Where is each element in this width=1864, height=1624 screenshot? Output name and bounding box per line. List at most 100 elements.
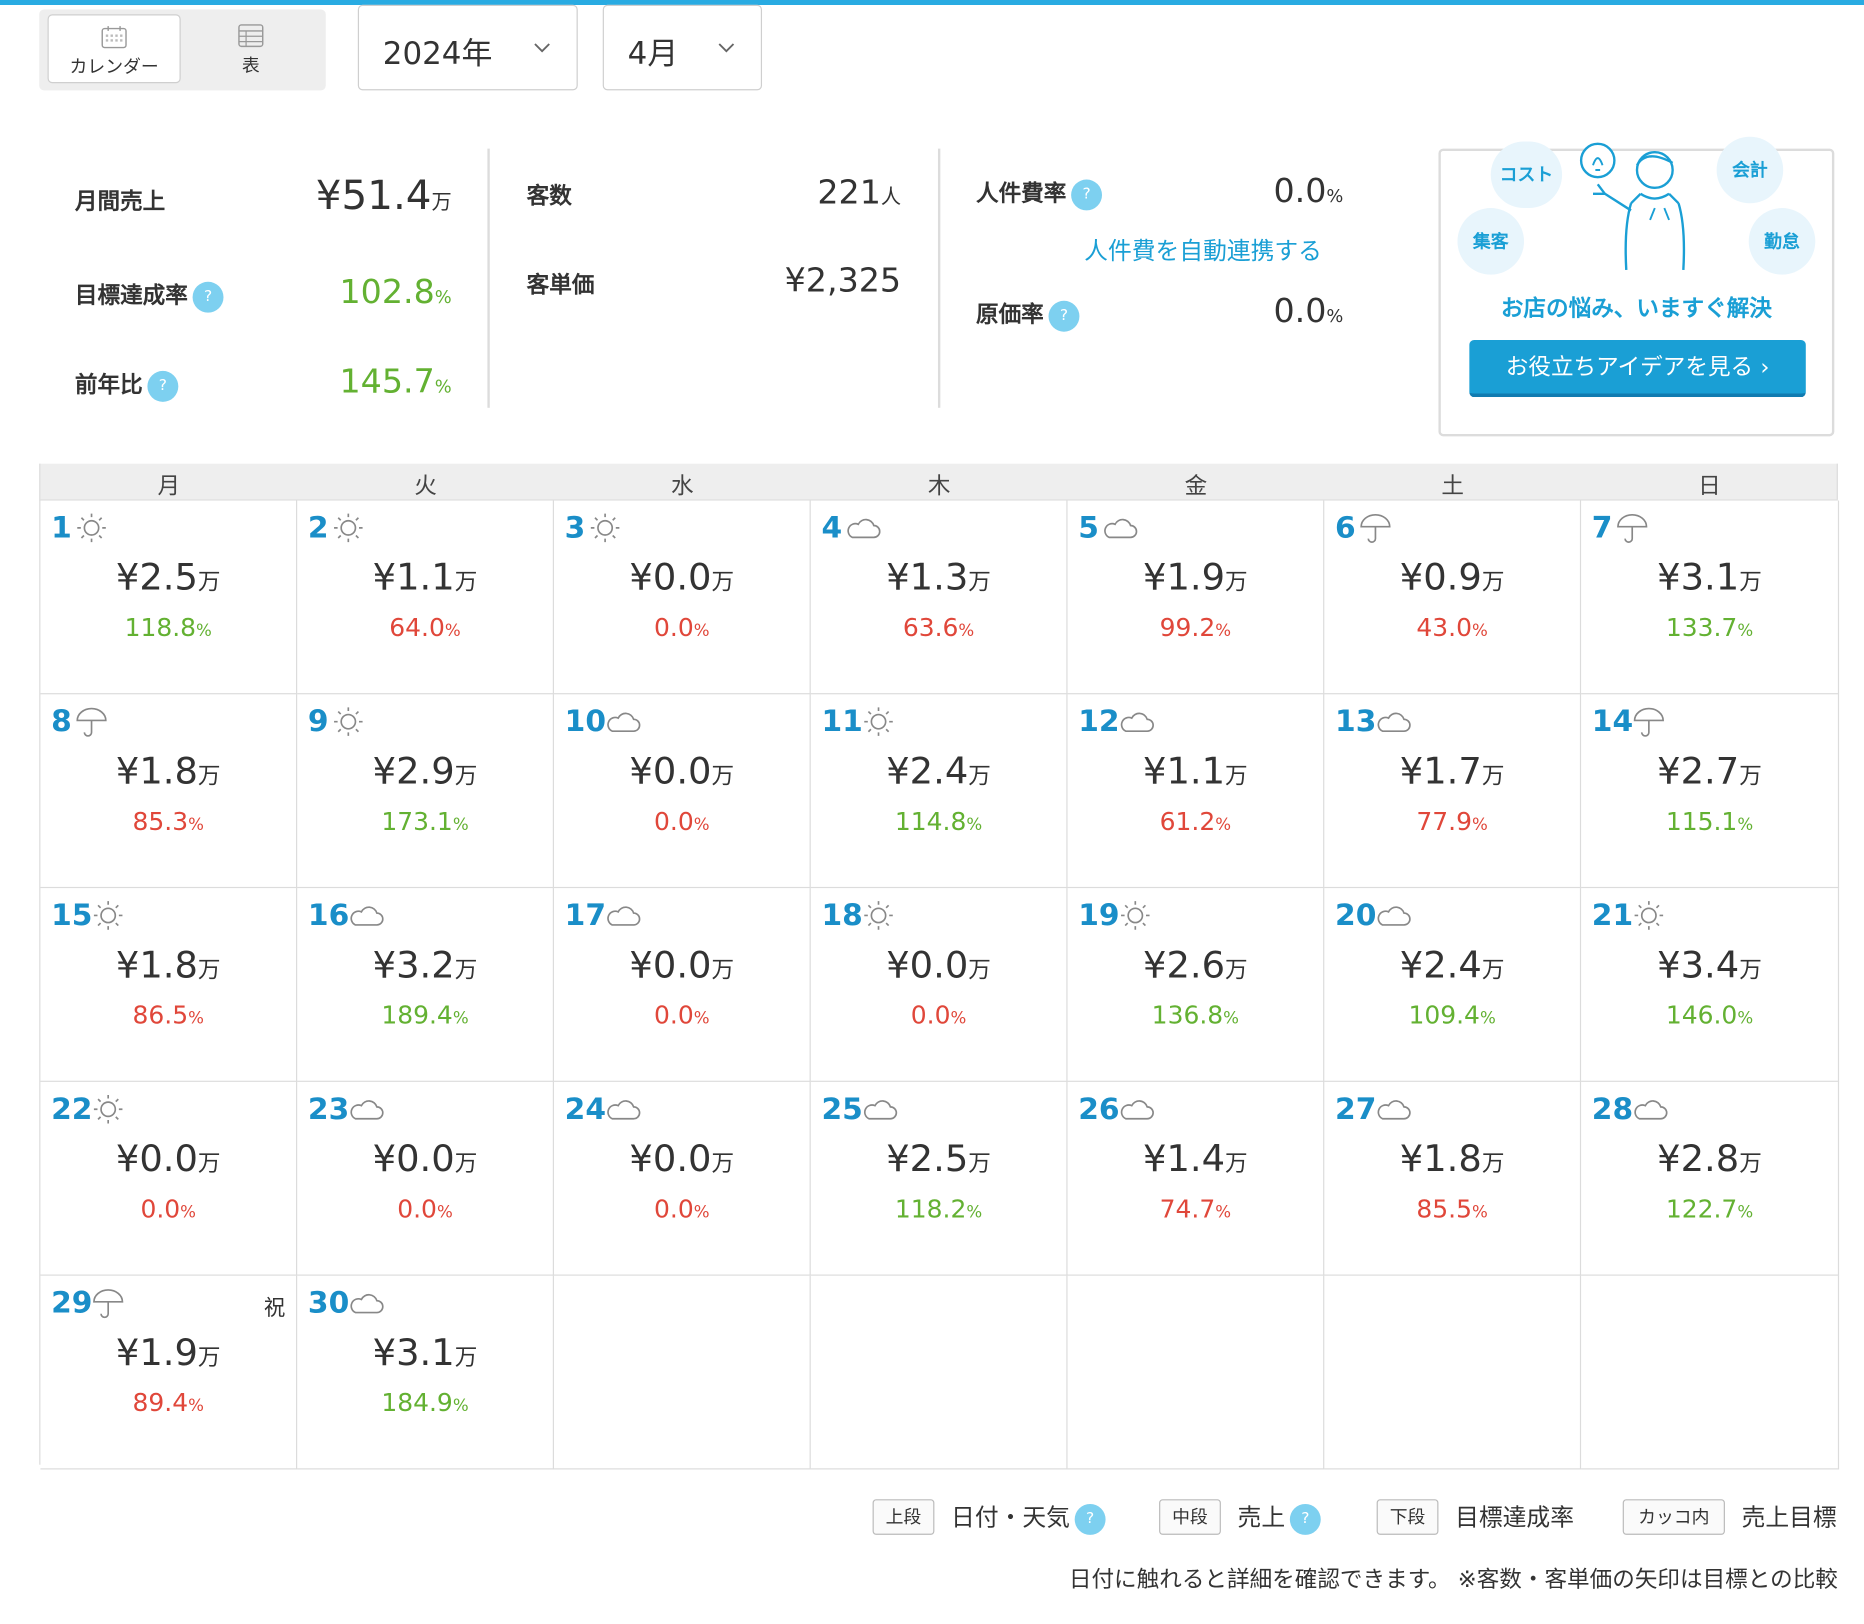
day-rate-number: 0.0 — [654, 1194, 694, 1224]
chevron-down-icon — [718, 43, 735, 53]
day-target-rate: 89.4% — [40, 1389, 296, 1418]
calendar-day-cell[interactable]: 3 ¥0.0万 0.0% — [553, 500, 811, 695]
day-number: 8 — [51, 703, 72, 739]
day-target-rate: 85.3% — [40, 807, 296, 836]
calendar-day-cell[interactable]: 29 祝 ¥1.9万 89.4% — [40, 1275, 298, 1470]
monthly-sales-amount: ¥51.4 — [315, 172, 432, 220]
help-icon[interactable]: ? — [1074, 1503, 1106, 1535]
help-icon[interactable]: ? — [1289, 1503, 1321, 1535]
day-target-rate: 136.8% — [1068, 1001, 1324, 1030]
cost-rate-label: 原価率? — [976, 297, 1080, 332]
day-rate-unit: % — [693, 1203, 710, 1223]
day-rate-unit: % — [188, 1009, 204, 1029]
day-number: 4 — [821, 510, 843, 545]
table-view-button[interactable]: 表 — [184, 14, 317, 83]
labor-auto-link[interactable]: 人件費を自動連携する — [1084, 236, 1322, 266]
legend-top-label: 日付・天気 — [951, 1502, 1070, 1532]
calendar-day-cell[interactable]: 15 ¥1.8万 86.5% — [40, 888, 298, 1082]
legend-tag-paren: カッコ内 — [1622, 1499, 1725, 1535]
cloud-icon — [607, 712, 641, 733]
day-rate-unit: % — [452, 815, 469, 835]
day-target-rate: 0.0% — [554, 1001, 810, 1030]
calendar-day-cell[interactable]: 21 ¥3.4万 146.0% — [1581, 888, 1840, 1082]
day-number: 27 — [1335, 1091, 1377, 1126]
day-sales-amount: ¥1.8 — [1399, 1137, 1482, 1181]
calendar-day-cell[interactable]: 30 ¥3.1万 184.9% — [297, 1275, 554, 1470]
calendar-day-cell[interactable]: 22 ¥0.0万 0.0% — [40, 1081, 298, 1276]
help-icon[interactable]: ? — [1071, 178, 1103, 210]
calendar-day-cell[interactable]: 28 ¥2.8万 122.7% — [1581, 1081, 1840, 1276]
day-sales: ¥2.8万 — [1581, 1138, 1838, 1181]
day-sales: ¥3.1万 — [297, 1332, 553, 1375]
day-rate-unit: % — [1215, 815, 1232, 835]
day-rate-number: 189.4 — [381, 1001, 453, 1030]
calendar-day-cell[interactable]: 13 ¥1.7万 77.9% — [1324, 694, 1582, 889]
calendar-day-cell[interactable]: 27 ¥1.8万 85.5% — [1324, 1081, 1582, 1276]
calendar-day-cell[interactable]: 5 ¥1.9万 99.2% — [1067, 500, 1325, 695]
help-icon[interactable]: ? — [192, 281, 224, 313]
day-sales-unit: 万 — [968, 569, 991, 596]
help-icon[interactable]: ? — [147, 370, 179, 402]
calendar-day-cell[interactable]: 18 ¥0.0万 0.0% — [810, 888, 1068, 1082]
calendar-day-cell — [1324, 1275, 1582, 1470]
weekday-tue: 火 — [414, 473, 437, 500]
ideas-button[interactable]: お役立ちアイデアを見る › — [1469, 340, 1806, 398]
calendar-day-cell[interactable]: 16 ¥3.2万 189.4% — [297, 888, 554, 1082]
month-select-value: 4月 — [627, 36, 679, 73]
day-rate-unit: % — [1471, 815, 1488, 835]
calendar-view-button[interactable]: カレンダー — [47, 14, 181, 84]
day-target-rate: 189.4% — [297, 1001, 553, 1030]
table-icon — [238, 24, 264, 48]
calendar-day-cell[interactable]: 11 ¥2.4万 114.8% — [810, 694, 1068, 889]
day-sales-unit: 万 — [1481, 569, 1505, 596]
day-rate-number: 99.2 — [1159, 613, 1216, 643]
day-sales-unit: 万 — [968, 957, 991, 984]
calendar-day-cell[interactable]: 2 ¥1.1万 64.0% — [297, 500, 554, 695]
sun-icon — [864, 707, 893, 736]
calendar-day-cell[interactable]: 8 ¥1.8万 85.3% — [40, 694, 298, 889]
customers-label: 客数 — [526, 183, 572, 210]
sun-icon — [1634, 901, 1664, 930]
legend-tag-mid: 中段 — [1159, 1499, 1221, 1535]
day-rate-unit: % — [693, 815, 710, 835]
target-rate-number: 102.8 — [339, 272, 435, 312]
calendar-day-cell[interactable]: 14 ¥2.7万 115.1% — [1581, 694, 1840, 889]
calendar-day-cell[interactable]: 26 ¥1.4万 74.7% — [1067, 1081, 1325, 1276]
day-sales: ¥0.9万 — [1324, 556, 1580, 599]
day-rate-unit: % — [950, 1009, 967, 1029]
day-rate-unit: % — [436, 1203, 453, 1223]
day-target-rate: 122.7% — [1581, 1195, 1838, 1224]
calendar-day-cell[interactable]: 24 ¥0.0万 0.0% — [553, 1081, 811, 1276]
day-sales: ¥0.0万 — [297, 1138, 553, 1181]
day-rate-unit: % — [966, 815, 983, 835]
day-number: 26 — [1078, 1091, 1120, 1126]
day-target-rate: 61.2% — [1068, 807, 1324, 836]
calendar-day-cell[interactable]: 20 ¥2.4万 109.4% — [1324, 888, 1582, 1082]
day-sales-amount: ¥2.4 — [1399, 943, 1482, 987]
promo-bubble-attendance: 勤怠 — [1748, 208, 1816, 275]
cloud-icon — [847, 518, 881, 539]
calendar-day-cell[interactable]: 10 ¥0.0万 0.0% — [553, 694, 811, 889]
help-icon[interactable]: ? — [1048, 300, 1080, 332]
calendar-day-cell[interactable]: 12 ¥1.1万 61.2% — [1067, 694, 1325, 889]
cost-rate-label-text: 原価率 — [976, 301, 1044, 329]
calendar-day-cell[interactable]: 19 ¥2.6万 136.8% — [1067, 888, 1325, 1082]
calendar-day-cell[interactable]: 1 ¥2.5万 118.8% — [40, 500, 298, 695]
month-select[interactable]: 4月 — [602, 4, 763, 91]
calendar-day-cell[interactable]: 4 ¥1.3万 63.6% — [810, 500, 1068, 695]
day-sales: ¥1.1万 — [1068, 750, 1324, 793]
day-number: 11 — [821, 703, 863, 739]
year-select[interactable]: 2024年 — [357, 4, 578, 91]
day-rate-unit: % — [1471, 1203, 1488, 1223]
day-sales: ¥1.8万 — [1324, 1138, 1580, 1181]
day-sales-unit: 万 — [1481, 763, 1505, 790]
calendar-day-cell[interactable]: 7 ¥3.1万 133.7% — [1581, 500, 1840, 695]
calendar-day-cell[interactable]: 25 ¥2.5万 118.2% — [810, 1081, 1068, 1276]
calendar-day-cell[interactable]: 17 ¥0.0万 0.0% — [553, 888, 811, 1082]
person-idea-icon — [1579, 142, 1686, 270]
calendar-day-cell[interactable]: 6 ¥0.9万 43.0% — [1324, 500, 1582, 695]
calendar-day-cell[interactable]: 9 ¥2.9万 173.1% — [297, 694, 554, 889]
calendar-day-cell[interactable]: 23 ¥0.0万 0.0% — [297, 1081, 554, 1276]
percent-unit: % — [1326, 305, 1344, 327]
